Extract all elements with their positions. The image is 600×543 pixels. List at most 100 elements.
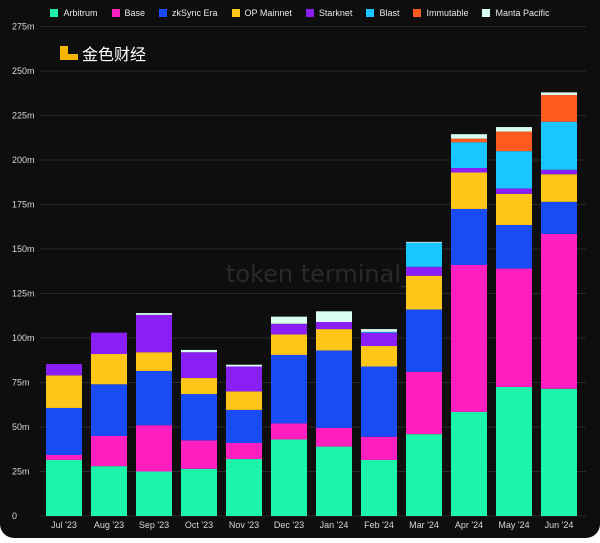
bar-segment-base[interactable] bbox=[496, 268, 532, 387]
bar-segment-blast[interactable] bbox=[496, 151, 532, 189]
bar-segment-manta-pacific[interactable] bbox=[451, 134, 487, 139]
bar-segment-op-mainnet[interactable] bbox=[91, 354, 127, 385]
bar-segment-op-mainnet[interactable] bbox=[271, 334, 307, 355]
bar-segment-immutable[interactable] bbox=[541, 95, 577, 122]
bar-segment-arbitrum[interactable] bbox=[46, 459, 82, 516]
legend-item-op-mainnet[interactable]: OP Mainnet bbox=[231, 8, 292, 18]
bar-segment-starknet[interactable] bbox=[541, 169, 577, 175]
legend-swatch bbox=[50, 9, 59, 17]
legend-item-base[interactable]: Base bbox=[111, 8, 145, 18]
bar-segment-op-mainnet[interactable] bbox=[451, 172, 487, 209]
bar-segment-arbitrum[interactable] bbox=[91, 466, 127, 516]
bar-segment-base[interactable] bbox=[136, 425, 172, 472]
bar-segment-base[interactable] bbox=[406, 371, 442, 435]
bar-segment-starknet[interactable] bbox=[496, 188, 532, 194]
bar-segment-base[interactable] bbox=[541, 233, 577, 389]
bar-segment-starknet[interactable] bbox=[406, 266, 442, 276]
bar-segment-arbitrum[interactable] bbox=[541, 388, 577, 516]
bar-segment-op-mainnet[interactable] bbox=[181, 378, 217, 395]
bar-segment-op-mainnet[interactable] bbox=[361, 346, 397, 367]
bar-segment-op-mainnet[interactable] bbox=[316, 329, 352, 351]
bar-segment-zksync-era[interactable] bbox=[226, 409, 262, 444]
bar-segment-op-mainnet[interactable] bbox=[406, 275, 442, 310]
bar-segment-zksync-era[interactable] bbox=[541, 201, 577, 234]
bar-segment-immutable[interactable] bbox=[451, 138, 487, 143]
bar-segment-op-mainnet[interactable] bbox=[541, 174, 577, 202]
bar-segment-starknet[interactable] bbox=[136, 314, 172, 353]
bar-segment-manta-pacific[interactable] bbox=[271, 316, 307, 324]
bar-segment-arbitrum[interactable] bbox=[316, 446, 352, 516]
bar-segment-arbitrum[interactable] bbox=[406, 434, 442, 516]
legend-item-blast[interactable]: Blast bbox=[366, 8, 399, 18]
legend: Arbitrum Base zkSync Era OP Mainnet Starknet… bbox=[0, 8, 600, 18]
bar-segment-arbitrum[interactable] bbox=[496, 386, 532, 516]
legend-item-manta-pacific[interactable]: Manta Pacific bbox=[482, 8, 550, 18]
bar-segment-arbitrum[interactable] bbox=[136, 471, 172, 517]
bar-segment-zksync-era[interactable] bbox=[46, 407, 82, 455]
y-tick-label: 0 bbox=[12, 511, 17, 521]
legend-item-arbitrum[interactable]: Arbitrum bbox=[50, 8, 98, 18]
bar-segment-zksync-era[interactable] bbox=[136, 370, 172, 426]
bar-segment-arbitrum[interactable] bbox=[181, 468, 217, 516]
bar-segment-base[interactable] bbox=[226, 443, 262, 460]
bar-segment-starknet[interactable] bbox=[226, 366, 262, 392]
bar-segment-manta-pacific[interactable] bbox=[361, 329, 397, 332]
bar-segment-starknet[interactable] bbox=[361, 332, 397, 347]
bar-segment-base[interactable] bbox=[271, 423, 307, 440]
bar-segment-op-mainnet[interactable] bbox=[136, 352, 172, 371]
legend-swatch bbox=[413, 9, 422, 17]
bar-segment-op-mainnet[interactable] bbox=[496, 193, 532, 225]
bar-segment-manta-pacific[interactable] bbox=[496, 127, 532, 132]
bar-segment-base[interactable] bbox=[181, 440, 217, 469]
bar-segment-immutable[interactable] bbox=[496, 131, 532, 152]
watermark-jinse: 金色财经 bbox=[60, 45, 146, 64]
bar-segment-zksync-era[interactable] bbox=[361, 366, 397, 437]
bar-segment-blast[interactable] bbox=[361, 331, 397, 333]
legend-label: Starknet bbox=[318, 8, 353, 18]
bar-segment-arbitrum[interactable] bbox=[451, 411, 487, 516]
bar-segment-zksync-era[interactable] bbox=[451, 208, 487, 266]
x-axis: Jul '23 Aug '23 Sep '23 Oct '23 Nov '23 Dec '… bbox=[51, 520, 573, 530]
bar-segment-manta-pacific[interactable] bbox=[136, 313, 172, 315]
legend-item-zksync-era[interactable]: zkSync Era bbox=[159, 8, 218, 18]
bar-segment-op-mainnet[interactable] bbox=[46, 375, 82, 408]
bar-segment-zksync-era[interactable] bbox=[91, 384, 127, 436]
bar-segment-zksync-era[interactable] bbox=[496, 224, 532, 269]
bar-segment-starknet[interactable] bbox=[451, 168, 487, 173]
bar-segment-manta-pacific[interactable] bbox=[541, 92, 577, 96]
bar-segment-manta-pacific[interactable] bbox=[406, 241, 442, 243]
bar-segment-arbitrum[interactable] bbox=[226, 459, 262, 516]
x-tick-label: Oct '23 bbox=[185, 520, 213, 530]
bar-segment-zksync-era[interactable] bbox=[181, 394, 217, 441]
bar-segment-base[interactable] bbox=[91, 435, 127, 467]
legend-item-immutable[interactable]: Immutable bbox=[413, 8, 468, 18]
bar-segment-arbitrum[interactable] bbox=[271, 439, 307, 516]
bar-segment-base[interactable] bbox=[361, 436, 397, 460]
bar-segment-starknet[interactable] bbox=[181, 352, 217, 379]
legend-label: Arbitrum bbox=[63, 8, 98, 18]
bar-segment-starknet[interactable] bbox=[46, 363, 82, 376]
bar-segment-arbitrum[interactable] bbox=[361, 459, 397, 516]
legend-item-starknet[interactable]: Starknet bbox=[305, 8, 353, 18]
bar-segment-starknet[interactable] bbox=[91, 332, 127, 355]
bar-segment-zksync-era[interactable] bbox=[406, 309, 442, 372]
legend-label: Blast bbox=[379, 8, 400, 18]
bar-segment-op-mainnet[interactable] bbox=[226, 391, 262, 410]
bar-segment-zksync-era[interactable] bbox=[316, 350, 352, 428]
legend-swatch bbox=[231, 9, 240, 17]
bar-segment-manta-pacific[interactable] bbox=[316, 311, 352, 322]
bar-segment-blast[interactable] bbox=[406, 242, 442, 267]
bar-segment-base[interactable] bbox=[316, 427, 352, 447]
bar-segment-blast[interactable] bbox=[541, 121, 577, 170]
legend-swatch bbox=[366, 9, 375, 17]
bar-segment-starknet[interactable] bbox=[316, 321, 352, 330]
bar-segment-starknet[interactable] bbox=[271, 323, 307, 335]
bar-segment-manta-pacific[interactable] bbox=[181, 349, 217, 353]
bar-segment-base[interactable] bbox=[451, 265, 487, 412]
bar-segment-zksync-era[interactable] bbox=[271, 354, 307, 424]
bar-segment-manta-pacific[interactable] bbox=[226, 364, 262, 367]
bar-segment-base[interactable] bbox=[46, 454, 82, 460]
x-tick-label: Nov '23 bbox=[229, 520, 259, 530]
bar-segment-blast[interactable] bbox=[451, 142, 487, 169]
